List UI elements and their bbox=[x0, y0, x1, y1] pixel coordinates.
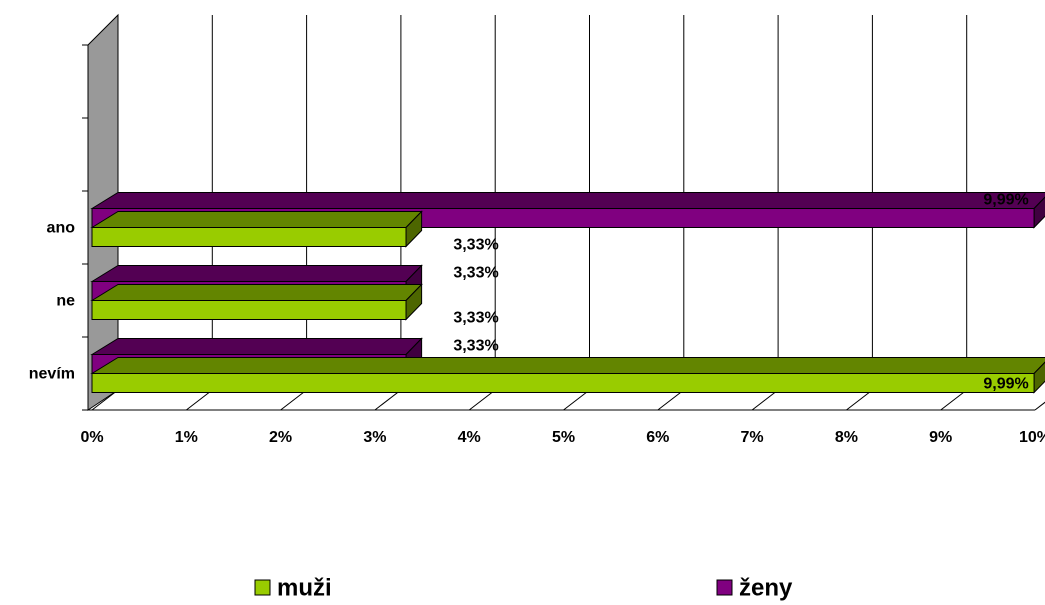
x-tick-label: 8% bbox=[835, 429, 858, 446]
x-tick-label: 3% bbox=[363, 429, 386, 446]
x-tick-label: 9% bbox=[929, 429, 952, 446]
data-label: 9,99% bbox=[983, 192, 1028, 209]
y-tick-label: ano bbox=[47, 220, 76, 237]
legend-label: ženy bbox=[739, 574, 793, 601]
x-tick-label: 4% bbox=[458, 429, 481, 446]
x-tick-label: 2% bbox=[269, 429, 292, 446]
bar-top bbox=[90, 211, 423, 228]
y-tick-label: nevím bbox=[29, 366, 75, 383]
bar-top bbox=[90, 192, 1045, 209]
bar-top bbox=[90, 357, 1045, 374]
bar-top bbox=[90, 265, 423, 282]
floor-line bbox=[1034, 401, 1045, 411]
floor-line bbox=[91, 389, 119, 411]
floor-line bbox=[940, 389, 968, 411]
x-tick-label: 5% bbox=[552, 429, 575, 446]
data-label: 3,33% bbox=[453, 237, 498, 254]
legend-swatch bbox=[254, 579, 271, 596]
x-tick-label: 1% bbox=[175, 429, 198, 446]
floor-line bbox=[468, 389, 496, 411]
floor-line bbox=[280, 389, 307, 411]
x-tick-label: 6% bbox=[646, 429, 669, 446]
bar bbox=[91, 300, 407, 320]
data-label: 3,33% bbox=[453, 310, 498, 327]
floor-line bbox=[751, 389, 779, 411]
y-tick-label: ne bbox=[56, 293, 75, 310]
floor-line bbox=[563, 389, 590, 411]
floor-line bbox=[374, 389, 402, 411]
x-tick-label: 10% bbox=[1019, 429, 1045, 446]
floor-line bbox=[185, 389, 213, 411]
x-tick-label: 7% bbox=[741, 429, 764, 446]
data-label: 9,99% bbox=[983, 376, 1028, 393]
data-label: 3,33% bbox=[453, 338, 498, 355]
floor-line bbox=[846, 389, 873, 411]
bar bbox=[91, 373, 1035, 393]
floor-line bbox=[657, 389, 685, 411]
x-tick-label: 0% bbox=[80, 429, 103, 446]
legend-label: muži bbox=[277, 574, 332, 601]
bar-top bbox=[90, 338, 423, 355]
bar bbox=[91, 227, 407, 247]
legend-swatch bbox=[716, 579, 733, 596]
bar-top bbox=[90, 284, 423, 301]
data-label: 3,33% bbox=[453, 265, 498, 282]
